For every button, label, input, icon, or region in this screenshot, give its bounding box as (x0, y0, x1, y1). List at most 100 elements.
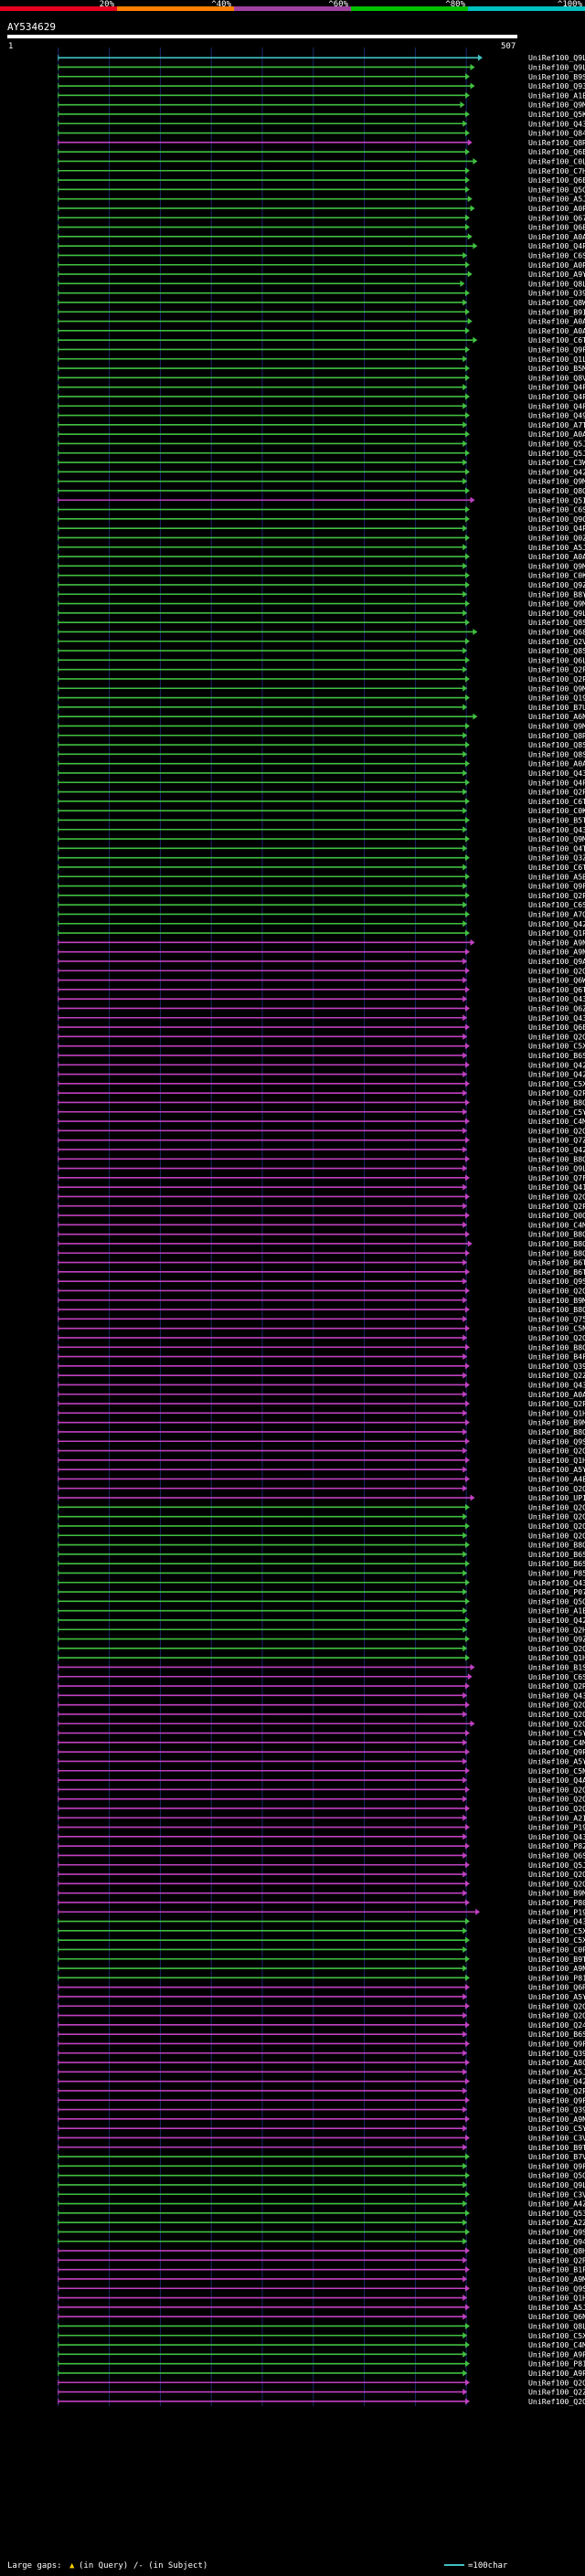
legend-gap-query-icon: ▲ (69, 2561, 75, 2571)
hit-arrow (464, 675, 470, 683)
legend-gap-in-query: (in Query) (79, 2561, 128, 2571)
hit-arrow (463, 1796, 468, 1803)
hit-arrow (467, 196, 473, 203)
subject-label: UniRef100_Q6WAT9 (528, 976, 585, 985)
subject-label: UniRef100_C4M609 (528, 2340, 585, 2349)
hit-arrow (464, 2322, 470, 2329)
subject-label: UniRef100_Q4PLT9 (528, 524, 585, 533)
subject-label: UniRef100_C3VP77 (528, 2189, 585, 2199)
subject-label: UniRef100_C6SVTL (528, 900, 585, 909)
subject-label: UniRef100_Q9ZT77 (528, 580, 585, 589)
hit-arrow (463, 1391, 468, 1398)
subject-rows: UniRef100_Q9LDB4UniRef100_Q9LZV9UniRef10… (57, 53, 585, 2406)
hit-arrow (464, 2040, 470, 2047)
hit-arrow (464, 835, 470, 843)
hit-arrow (463, 769, 468, 777)
subject-label: UniRef100_Q2Q012 (528, 1484, 585, 1493)
hit-arrow (467, 1240, 473, 1247)
hit-arrow (463, 1485, 468, 1492)
hit-arrow (464, 656, 470, 663)
hit-arrow (463, 2256, 468, 2263)
subject-label: UniRef100_Q9FVA9 (528, 345, 585, 354)
subject-label: UniRef100_B8Y6H9 (528, 589, 585, 599)
hit-arrow (464, 892, 470, 899)
hit-arrow (470, 1494, 475, 1501)
hit-arrow (463, 2219, 468, 2226)
subject-label: UniRef100_Q6TW42 (528, 985, 585, 994)
hit-arrow (464, 167, 470, 175)
hit-arrow (464, 1043, 470, 1050)
hit-arrow (470, 82, 475, 90)
subject-label: UniRef100_Q4PLU0 (528, 383, 585, 392)
subject-label: UniRef100_Q9M6B7 (528, 561, 585, 570)
subject-label: UniRef100_B9MQ83 (528, 1889, 585, 1898)
hit-arrow (464, 619, 470, 626)
subject-label: UniRef100_B5TFP9 (528, 815, 585, 824)
hit-arrow (464, 148, 470, 155)
scale-segment (0, 6, 118, 11)
subject-label: UniRef100_Q7Z2E0 (528, 1136, 585, 1145)
hit-arrow (464, 374, 470, 381)
hit-arrow (463, 2313, 468, 2320)
subject-label: UniRef100_Q8LK95 (528, 2321, 585, 2330)
subject-label: UniRef100_B9SRS9 (528, 72, 585, 81)
subject-label: UniRef100_Q2Q016 (528, 1512, 585, 1521)
hit-arrow (463, 1315, 468, 1322)
subject-label: UniRef100_A4ED88 (528, 1474, 585, 1483)
hit-arrow (464, 760, 470, 768)
hit-arrow (464, 1061, 470, 1068)
hit-arrow (473, 336, 478, 344)
subject-label: UniRef100_C5X836 (528, 1935, 585, 1945)
hit-arrow (473, 628, 478, 635)
hit-arrow (467, 1673, 473, 1680)
subject-label: UniRef100_Q9FTP1 (528, 2161, 585, 2170)
legend-gap-in-subject: /- (in Subject) (133, 2561, 207, 2571)
hit-arrow (463, 251, 468, 259)
hit-arrow (464, 816, 470, 823)
hit-arrow (464, 1174, 470, 1182)
subject-label: UniRef100_Q8SXA6 (528, 646, 585, 655)
subject-label: UniRef100_Q9LDB4 (528, 53, 585, 62)
subject-label: UniRef100_A2ZAT2 (528, 2218, 585, 2227)
scale-label: ^40% (211, 0, 231, 9)
hit-arrow (463, 995, 468, 1002)
hit-arrow (464, 1080, 470, 1087)
subject-label: UniRef100_Q2VUD8 (528, 637, 585, 646)
hit-arrow (464, 290, 470, 297)
hit-arrow (464, 176, 470, 184)
hit-arrow (464, 1437, 470, 1445)
subject-label: UniRef100_P80273 (528, 1898, 585, 1907)
hit-arrow (463, 977, 468, 984)
subject-label: UniRef100_P19656-2 (528, 1907, 585, 1916)
hit-arrow (463, 2369, 468, 2377)
subject-label: UniRef100_Q1PCI0 (528, 928, 585, 938)
subject-label: UniRef100_Q2Q1A0 (528, 2397, 585, 2406)
hit-arrow (464, 1023, 470, 1031)
subject-label: UniRef100_Q2PCD1 (528, 674, 585, 684)
subject-label: UniRef100_B1S319 (528, 1662, 585, 1671)
hit-arrow (460, 101, 465, 109)
subject-label: UniRef100_A9NLK5 (528, 948, 585, 957)
subject-label: UniRef100_Q8RUN5 (528, 731, 585, 740)
subject-label: UniRef100_Q24440 (528, 2020, 585, 2030)
hit-arrow (464, 506, 470, 514)
hit-arrow (464, 365, 470, 372)
subject-label: UniRef100_Q42841 (528, 2077, 585, 2086)
hit-arrow (464, 1475, 470, 1482)
identity-scale-labels: 20% ^40% ^60% ^80% ^100% (100, 0, 583, 9)
subject-label: UniRef100_Q9LLR7 (528, 609, 585, 618)
subject-label: UniRef100_C6SSB2 (528, 1672, 585, 1681)
subject-label: UniRef100_Q42615 (528, 919, 585, 928)
hit-arrow (464, 2398, 470, 2405)
scale-label: ^100% (558, 0, 583, 9)
subject-label: UniRef100_Q7FJ39 (528, 1173, 585, 1182)
subject-label: UniRef100_Q2Q017 (528, 1192, 585, 1201)
scale-label: ^80% (445, 0, 465, 9)
hit-arrow (464, 741, 470, 748)
hit-arrow (464, 873, 470, 880)
hit-arrow (464, 722, 470, 729)
hit-arrow (463, 402, 468, 409)
hit-arrow (464, 1654, 470, 1661)
hit-arrow (464, 638, 470, 645)
hit-arrow (464, 1636, 470, 1643)
